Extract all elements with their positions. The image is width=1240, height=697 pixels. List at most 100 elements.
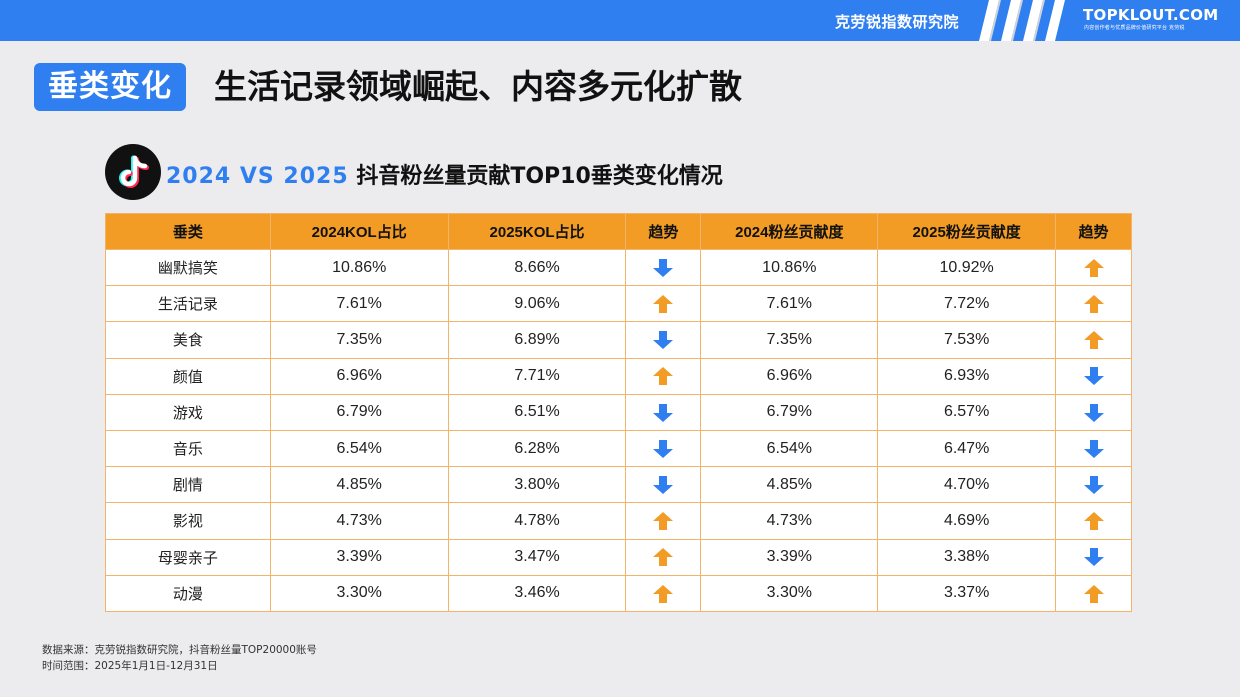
percent-cell: 4.69% bbox=[877, 502, 1057, 540]
percent-cell: 6.57% bbox=[877, 393, 1057, 431]
percent-cell: 3.30% bbox=[269, 574, 449, 612]
table-title-text: 抖音粉丝量贡献TOP10垂类变化情况 bbox=[356, 164, 723, 189]
column-header: 2024KOL占比 bbox=[269, 213, 449, 250]
percent-cell: 3.30% bbox=[700, 574, 879, 612]
arrow-up-icon bbox=[1083, 512, 1104, 531]
trend-cell bbox=[625, 321, 702, 359]
table-row: 游戏 6.79% 6.51% 6.79% 6.57% bbox=[105, 393, 1132, 431]
percent-cell: 6.28% bbox=[447, 429, 627, 468]
data-source-note: 数据来源：克劳锐指数研究院，抖音粉丝量TOP20000账号 bbox=[42, 644, 317, 656]
arrow-up-icon bbox=[653, 367, 674, 386]
arrow-down-icon bbox=[1083, 475, 1104, 494]
trend-cell bbox=[1055, 429, 1132, 468]
arrow-down-icon bbox=[1083, 548, 1104, 567]
percent-cell: 9.06% bbox=[447, 285, 627, 323]
arrow-down-icon bbox=[653, 439, 674, 458]
column-header: 趋势 bbox=[625, 213, 702, 250]
percent-cell: 6.79% bbox=[700, 393, 879, 431]
percent-cell: 4.85% bbox=[269, 466, 449, 504]
percent-cell: 3.80% bbox=[447, 466, 627, 504]
percent-cell: 6.47% bbox=[877, 429, 1057, 468]
brand-subtext: 内容创作者与优质品牌价值研究平台 克劳锐 bbox=[1084, 25, 1185, 30]
trend-cell bbox=[1055, 321, 1132, 359]
category-cell: 影视 bbox=[105, 502, 271, 540]
percent-cell: 6.54% bbox=[269, 429, 449, 468]
page-title: 生活记录领域崛起、内容多元化扩散 bbox=[214, 67, 742, 106]
trend-cell bbox=[625, 502, 702, 540]
percent-cell: 3.37% bbox=[877, 574, 1057, 612]
column-header: 垂类 bbox=[105, 213, 271, 250]
table-row: 动漫 3.30% 3.46% 3.30% 3.37% bbox=[105, 574, 1132, 612]
percent-cell: 6.96% bbox=[269, 357, 449, 395]
table-header-row: 垂类 2024KOL占比 2025KOL占比 趋势 2024粉丝贡献度 2025… bbox=[105, 213, 1132, 250]
percent-cell: 10.86% bbox=[700, 248, 879, 287]
arrow-down-icon bbox=[653, 331, 674, 350]
percent-cell: 7.61% bbox=[700, 285, 879, 323]
percent-cell: 6.54% bbox=[700, 429, 879, 468]
percent-cell: 3.38% bbox=[877, 538, 1057, 576]
percent-cell: 4.85% bbox=[700, 466, 879, 504]
footer-notes: 数据来源：克劳锐指数研究院，抖音粉丝量TOP20000账号 时间范围：2025年… bbox=[42, 642, 317, 674]
trend-cell bbox=[1055, 466, 1132, 504]
trend-cell bbox=[625, 248, 702, 287]
arrow-up-icon bbox=[653, 295, 674, 314]
arrow-up-icon bbox=[653, 584, 674, 603]
trend-cell bbox=[1055, 538, 1132, 576]
category-cell: 幽默搞笑 bbox=[105, 248, 271, 287]
column-header: 2025KOL占比 bbox=[447, 213, 627, 250]
category-cell: 美食 bbox=[105, 321, 271, 359]
percent-cell: 6.51% bbox=[447, 393, 627, 431]
category-cell: 游戏 bbox=[105, 393, 271, 431]
douyin-logo-icon bbox=[105, 144, 161, 200]
category-cell: 剧情 bbox=[105, 466, 271, 504]
arrow-up-icon bbox=[653, 512, 674, 531]
percent-cell: 7.35% bbox=[700, 321, 879, 359]
trend-cell bbox=[1055, 285, 1132, 323]
percent-cell: 6.79% bbox=[269, 393, 449, 431]
arrow-up-icon bbox=[1083, 331, 1104, 350]
decorative-stripes bbox=[965, 0, 1075, 41]
percent-cell: 6.89% bbox=[447, 321, 627, 359]
arrow-down-icon bbox=[1083, 439, 1104, 458]
arrow-up-icon bbox=[1083, 258, 1104, 277]
percent-cell: 10.92% bbox=[877, 248, 1057, 287]
category-change-table: 垂类 2024KOL占比 2025KOL占比 趋势 2024粉丝贡献度 2025… bbox=[105, 213, 1132, 612]
percent-cell: 4.73% bbox=[269, 502, 449, 540]
table-row: 剧情 4.85% 3.80% 4.85% 4.70% bbox=[105, 466, 1132, 504]
percent-cell: 7.35% bbox=[269, 321, 449, 359]
table-row: 美食 7.35% 6.89% 7.35% 7.53% bbox=[105, 321, 1132, 359]
arrow-down-icon bbox=[653, 258, 674, 277]
percent-cell: 7.53% bbox=[877, 321, 1057, 359]
percent-cell: 8.66% bbox=[447, 248, 627, 287]
table-row: 母婴亲子 3.39% 3.47% 3.39% 3.38% bbox=[105, 538, 1132, 576]
trend-cell bbox=[625, 285, 702, 323]
trend-cell bbox=[625, 393, 702, 431]
trend-cell bbox=[1055, 574, 1132, 612]
brand-logo-text: TOPKLOUT.COM bbox=[1083, 6, 1219, 24]
category-cell: 生活记录 bbox=[105, 285, 271, 323]
category-cell: 颜值 bbox=[105, 357, 271, 395]
percent-cell: 3.46% bbox=[447, 574, 627, 612]
arrow-up-icon bbox=[653, 548, 674, 567]
time-range-note: 时间范围：2025年1月1日-12月31日 bbox=[42, 660, 218, 672]
arrow-up-icon bbox=[1083, 295, 1104, 314]
table-row: 音乐 6.54% 6.28% 6.54% 6.47% bbox=[105, 429, 1132, 468]
trend-cell bbox=[625, 429, 702, 468]
percent-cell: 7.71% bbox=[447, 357, 627, 395]
percent-cell: 7.72% bbox=[877, 285, 1057, 323]
trend-cell bbox=[1055, 357, 1132, 395]
table-title: 2024 VS 2025 抖音粉丝量贡献TOP10垂类变化情况 bbox=[166, 158, 723, 190]
table-row: 颜值 6.96% 7.71% 6.96% 6.93% bbox=[105, 357, 1132, 395]
table-row: 幽默搞笑 10.86% 8.66% 10.86% 10.92% bbox=[105, 248, 1132, 287]
percent-cell: 4.70% bbox=[877, 466, 1057, 504]
percent-cell: 10.86% bbox=[269, 248, 449, 287]
column-header: 2024粉丝贡献度 bbox=[700, 213, 879, 250]
trend-cell bbox=[625, 538, 702, 576]
percent-cell: 4.73% bbox=[700, 502, 879, 540]
arrow-down-icon bbox=[653, 403, 674, 422]
percent-cell: 4.78% bbox=[447, 502, 627, 540]
trend-cell bbox=[625, 574, 702, 612]
column-header: 2025粉丝贡献度 bbox=[877, 213, 1057, 250]
org-name: 克劳锐指数研究院 bbox=[835, 13, 960, 31]
arrow-down-icon bbox=[1083, 403, 1104, 422]
